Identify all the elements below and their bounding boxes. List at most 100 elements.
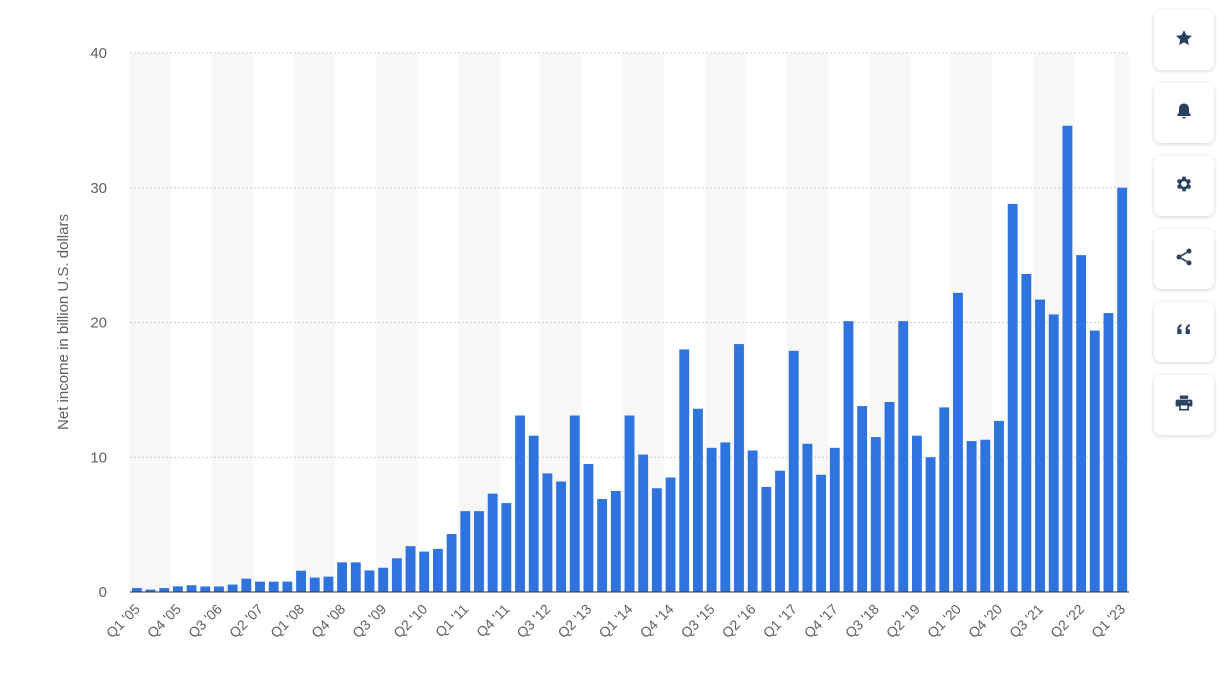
bar[interactable] xyxy=(460,511,471,592)
bar[interactable] xyxy=(1062,125,1073,592)
bar[interactable] xyxy=(337,562,348,592)
bar[interactable] xyxy=(734,344,744,592)
bar[interactable] xyxy=(583,463,594,592)
bar[interactable] xyxy=(706,447,717,592)
bar[interactable] xyxy=(172,586,183,592)
bar[interactable] xyxy=(884,402,895,592)
x-tick-label: Q1 '20 xyxy=(924,601,964,641)
notification-button[interactable] xyxy=(1154,83,1214,143)
share-icon xyxy=(1174,247,1194,272)
bar[interactable] xyxy=(432,548,443,592)
bar[interactable] xyxy=(816,474,827,592)
x-tick-label: Q1 '14 xyxy=(595,601,635,641)
favorite-button[interactable] xyxy=(1154,10,1214,70)
bar[interactable] xyxy=(665,477,676,592)
y-tick-label: 30 xyxy=(90,180,107,197)
print-button[interactable] xyxy=(1154,375,1214,435)
bar[interactable] xyxy=(788,350,799,592)
bar[interactable] xyxy=(1089,330,1100,592)
bar[interactable] xyxy=(405,546,416,592)
bar[interactable] xyxy=(692,408,703,592)
x-tick-label: Q3 '15 xyxy=(678,601,718,641)
x-tick-label: Q1 '17 xyxy=(760,601,800,641)
bar[interactable] xyxy=(597,499,608,592)
bar[interactable] xyxy=(378,567,389,592)
bar[interactable] xyxy=(610,490,621,592)
bar[interactable] xyxy=(898,321,909,592)
bar[interactable] xyxy=(186,585,197,592)
bar[interactable] xyxy=(515,415,525,592)
bar[interactable] xyxy=(1021,273,1032,592)
bar[interactable] xyxy=(200,586,211,592)
bar[interactable] xyxy=(638,454,649,592)
bar[interactable] xyxy=(255,581,265,592)
bar[interactable] xyxy=(569,415,580,592)
y-tick-label: 40 xyxy=(90,45,107,62)
x-tick-label: Q3 '09 xyxy=(349,601,389,641)
bars xyxy=(131,125,1128,593)
bar[interactable] xyxy=(474,511,484,592)
bar[interactable] xyxy=(501,503,512,592)
bar[interactable] xyxy=(761,486,772,592)
x-tick-label: Q4 '11 xyxy=(473,601,513,641)
quote-icon xyxy=(1174,320,1194,345)
bar[interactable] xyxy=(131,588,142,592)
bar[interactable] xyxy=(802,443,813,592)
settings-button[interactable] xyxy=(1154,156,1214,216)
bar[interactable] xyxy=(624,415,635,592)
bar[interactable] xyxy=(446,534,457,592)
bar[interactable] xyxy=(391,558,402,592)
cite-button[interactable] xyxy=(1154,302,1214,362)
bar[interactable] xyxy=(843,321,854,592)
bar[interactable] xyxy=(145,589,156,592)
side-toolbar xyxy=(1154,10,1215,448)
x-tick-label: Q4 '17 xyxy=(801,601,841,641)
bar[interactable] xyxy=(542,473,553,592)
bar[interactable] xyxy=(953,292,963,592)
bar[interactable] xyxy=(1076,255,1087,592)
bar[interactable] xyxy=(323,576,334,592)
bar[interactable] xyxy=(419,551,430,592)
bar[interactable] xyxy=(857,406,868,592)
bar[interactable] xyxy=(994,420,1004,592)
bar[interactable] xyxy=(214,586,224,592)
share-button[interactable] xyxy=(1154,229,1214,289)
x-tick-label: Q3 '21 xyxy=(1006,601,1046,641)
bar[interactable] xyxy=(556,481,567,592)
bar[interactable] xyxy=(309,577,320,592)
bar[interactable] xyxy=(966,441,977,592)
bar[interactable] xyxy=(268,581,279,592)
bar[interactable] xyxy=(296,570,306,592)
x-tick-label: Q4 '08 xyxy=(308,601,348,641)
bar[interactable] xyxy=(1007,203,1018,593)
bar[interactable] xyxy=(227,584,238,592)
bar[interactable] xyxy=(829,447,840,592)
star-icon xyxy=(1174,28,1194,53)
bar[interactable] xyxy=(679,349,690,592)
bar[interactable] xyxy=(159,588,170,592)
bar[interactable] xyxy=(870,437,881,592)
bar[interactable] xyxy=(911,435,922,592)
bar[interactable] xyxy=(980,439,991,592)
bar[interactable] xyxy=(720,442,731,592)
bar[interactable] xyxy=(1035,299,1045,592)
x-tick-label: Q2 '13 xyxy=(554,601,594,641)
bar[interactable] xyxy=(775,470,785,592)
bar[interactable] xyxy=(241,578,252,592)
bar[interactable] xyxy=(925,457,936,592)
bar[interactable] xyxy=(364,570,375,592)
bar[interactable] xyxy=(487,493,498,592)
bar[interactable] xyxy=(350,562,361,592)
bar[interactable] xyxy=(1117,187,1128,592)
bar-chart: 0 10 20 30 40 Q1 '05 Q4 '05 Q3 '06 Q2 '07 Q1 '08… xyxy=(55,45,1129,641)
bell-icon xyxy=(1174,101,1194,126)
bar[interactable] xyxy=(282,581,293,592)
y-tick-label: 10 xyxy=(90,449,107,466)
bar[interactable] xyxy=(651,488,662,592)
bar[interactable] xyxy=(528,435,539,592)
x-tick-label: Q2 '07 xyxy=(226,601,266,641)
bar[interactable] xyxy=(1048,314,1059,592)
bar[interactable] xyxy=(939,407,950,592)
bar[interactable] xyxy=(747,450,758,592)
bar[interactable] xyxy=(1103,313,1114,592)
